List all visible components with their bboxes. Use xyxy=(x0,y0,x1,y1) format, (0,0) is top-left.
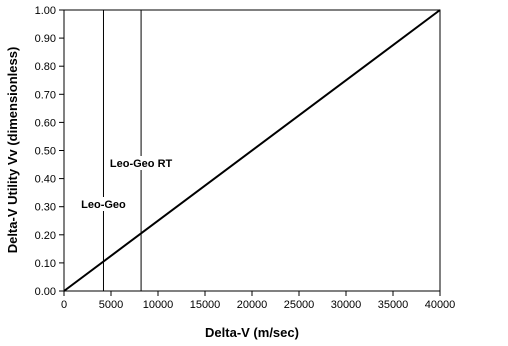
y-tick-label: 1.00 xyxy=(35,5,56,17)
x-tick-label: 35000 xyxy=(378,299,409,311)
y-tick-label: 0.70 xyxy=(35,89,56,101)
x-tick-label: 10000 xyxy=(143,299,174,311)
x-tick-label: 30000 xyxy=(331,299,362,311)
y-tick-label: 0.10 xyxy=(35,258,56,270)
y-tick-label: 0.40 xyxy=(35,174,56,186)
marker-label-background xyxy=(78,197,129,211)
y-tick-label: 0.90 xyxy=(35,33,56,45)
vertical-markers: Leo-Geo Leo-Geo RT xyxy=(78,10,177,291)
y-tick-label: 0.00 xyxy=(35,286,56,298)
x-tick-label: 20000 xyxy=(237,299,268,311)
axis-ticks xyxy=(59,9,441,296)
x-tick-label: 15000 xyxy=(190,299,221,311)
y-tick-label: 0.50 xyxy=(35,146,56,158)
y-axis-title: Delta-V Utility Vv (dimensionless) xyxy=(5,47,20,254)
y-tick-label: 0.30 xyxy=(35,202,56,214)
marker-label-background xyxy=(106,156,177,170)
tick-labels: 0 5000 10000 15000 20000 25000 30000 35000 40000… xyxy=(35,5,456,311)
marker-label: Leo-Geo RT xyxy=(110,158,173,170)
x-tick-label: 5000 xyxy=(99,299,123,311)
x-tick-label: 40000 xyxy=(425,299,456,311)
y-tick-label: 0.20 xyxy=(35,230,56,242)
x-tick-label: 0 xyxy=(61,299,67,311)
utility-line xyxy=(63,9,441,292)
x-tick-label: 25000 xyxy=(284,299,315,311)
series-group xyxy=(63,9,441,292)
marker-label: Leo-Geo xyxy=(81,199,126,211)
y-tick-label: 0.60 xyxy=(35,117,56,129)
x-axis-title: Delta-V (m/sec) xyxy=(205,325,299,340)
y-tick-label: 0.80 xyxy=(35,61,56,73)
